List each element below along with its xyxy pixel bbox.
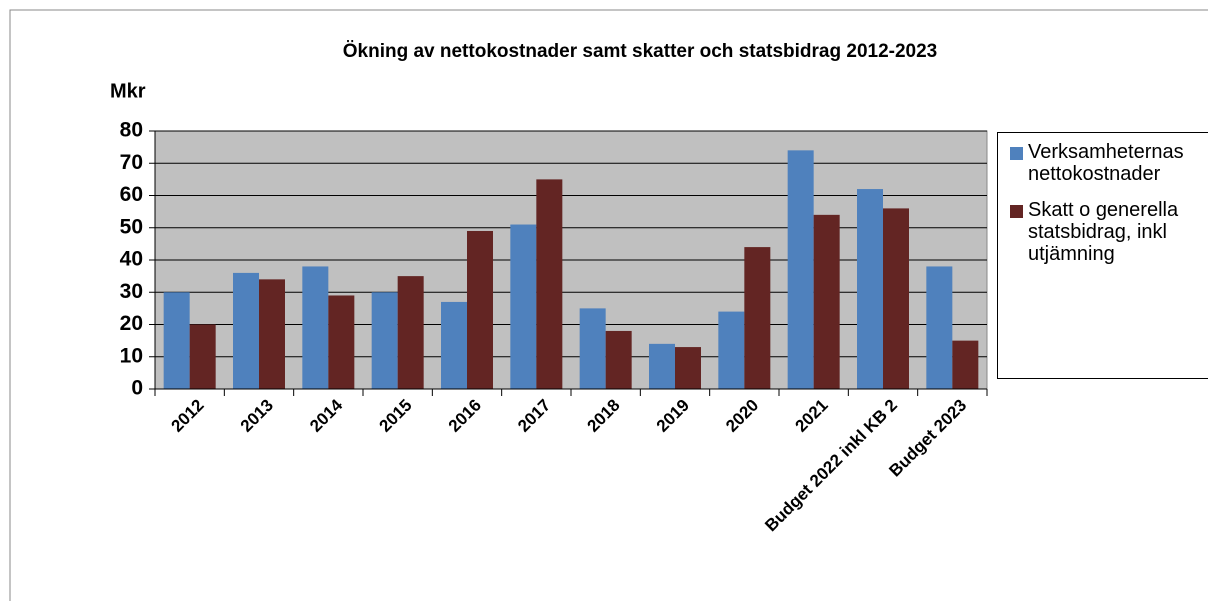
bar — [605, 330, 632, 389]
x-tick-label: Budget 2022 inkl KB 2 — [761, 396, 901, 536]
chart-title: Ökning av nettokostnader samt skatter oc… — [343, 41, 938, 62]
bar — [328, 295, 355, 389]
bar — [744, 247, 771, 389]
bar — [675, 347, 701, 389]
y-tick-label: 30 — [120, 280, 143, 303]
x-tick-label: 2016 — [445, 396, 485, 436]
x-tick-label: 2014 — [306, 395, 347, 436]
bar — [787, 150, 814, 389]
bar — [857, 189, 883, 389]
y-axis-label: Mkr — [110, 80, 146, 102]
bar — [467, 230, 493, 389]
bar — [579, 308, 606, 389]
x-tick-label: 2012 — [167, 396, 207, 436]
y-tick-label: 80 — [120, 119, 143, 142]
bar — [510, 224, 537, 389]
frame — [9, 9, 1208, 601]
x-tick-label: 2018 — [583, 396, 623, 436]
legend-label: Skatt o generella statsbidrag, inkl utjä… — [1028, 199, 1179, 265]
bar — [233, 272, 259, 389]
y-tick-label: 20 — [120, 312, 143, 335]
bar — [813, 214, 840, 389]
legend-label: Verksamheternas nettokostnader — [1028, 141, 1184, 185]
bar — [371, 292, 398, 389]
bar — [883, 208, 909, 389]
legend-swatch — [1010, 147, 1023, 160]
legend-swatch — [1010, 205, 1023, 218]
bar — [441, 301, 467, 389]
bar — [302, 266, 329, 389]
bar — [397, 276, 424, 389]
bar — [926, 266, 953, 389]
bar — [189, 324, 216, 389]
bar — [718, 311, 745, 389]
bar — [163, 292, 190, 389]
bar — [649, 343, 675, 389]
y-tick-label: 10 — [120, 344, 143, 367]
bar — [952, 340, 979, 389]
x-tick-label: 2013 — [237, 396, 277, 436]
y-tick-label: 40 — [120, 248, 143, 271]
legend-entry: Verksamheternas nettokostnader — [1010, 141, 1208, 185]
x-tick-label: 2019 — [653, 396, 693, 436]
x-tick-label: 2015 — [375, 396, 415, 436]
y-tick-label: 0 — [131, 377, 143, 400]
bar — [259, 279, 285, 389]
y-tick-label: 60 — [120, 183, 143, 206]
x-tick-label: 2017 — [514, 396, 554, 436]
x-tick-label: 2021 — [791, 396, 831, 436]
legend-entry: Skatt o generella statsbidrag, inkl utjä… — [1010, 199, 1208, 265]
y-tick-label: 70 — [120, 151, 143, 174]
bar — [536, 179, 563, 389]
y-tick-label: 50 — [120, 215, 143, 238]
x-tick-label: 2020 — [722, 396, 762, 436]
legend: Verksamheternas nettokostnader Skatt o ge… — [997, 132, 1208, 379]
